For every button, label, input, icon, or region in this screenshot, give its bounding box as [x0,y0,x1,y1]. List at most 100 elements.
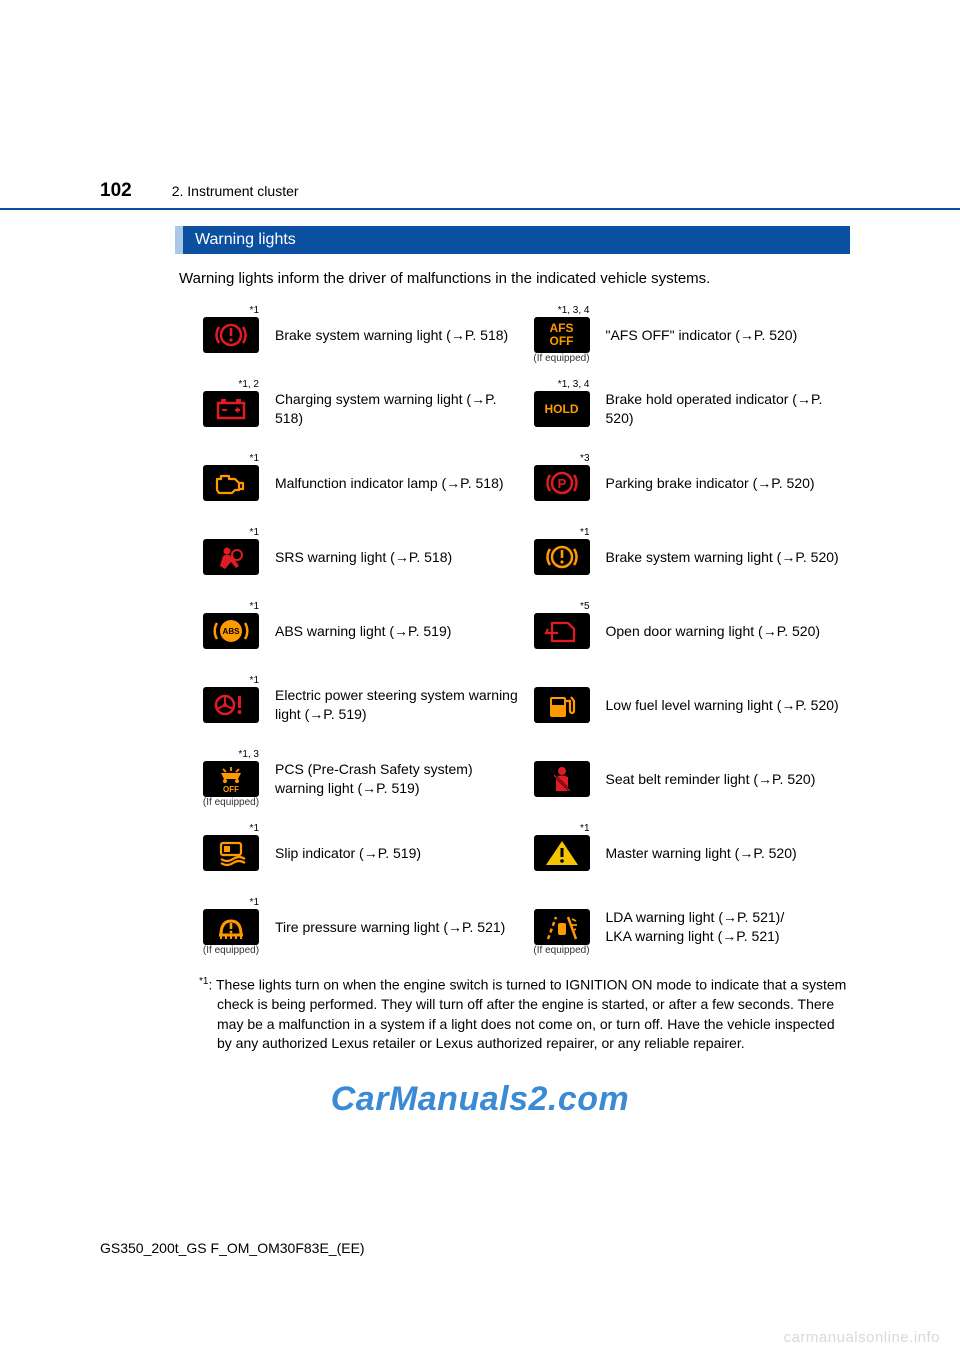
door-icon [534,613,590,649]
afs-off-icon: AFSOFF [534,317,590,353]
icon-subscript: (If equipped) [530,945,594,957]
icon-subscript [530,649,594,661]
warning-item: *1 SRS warning light (→P. 518) [199,527,520,587]
warning-item: *1, 3 OFF (If equipped) PCS (Pre-Crash S… [199,749,520,809]
svg-text:OFF: OFF [223,785,239,794]
warning-item: *1, 3, 4 HOLD Brake hold operated indica… [530,379,851,439]
warning-item: *1 Slip indicator (→P. 519) [199,823,520,883]
svg-text:ABS: ABS [223,627,241,636]
warning-item: *1 Electric power steering system warnin… [199,675,520,735]
content-area: Warning lights Warning lights inform the… [0,210,960,1054]
icon-superscript: *1, 3, 4 [530,305,594,317]
warning-lights-grid: *1 Brake system warning light (→P. 518) … [175,305,850,957]
icon-subscript [199,501,263,513]
warning-description: PCS (Pre-Crash Safety system) warning li… [275,760,520,798]
icon-superscript: *3 [530,453,594,465]
warning-item: (If equipped) LDA warning light (→P. 521… [530,897,851,957]
icon-superscript: *1, 2 [199,379,263,391]
icon-superscript: *1 [199,823,263,835]
warning-description: Open door warning light (→P. 520) [606,622,821,641]
icon-block: *1 [530,527,594,587]
warning-item: *1 Malfunction indicator lamp (→P. 518) [199,453,520,513]
footnote-text: : These lights turn on when the engine s… [208,977,846,1052]
warning-item: *3 P Parking brake indicator (→P. 520) [530,453,851,513]
warning-description: Brake system warning light (→P. 520) [606,548,839,567]
seatbelt-icon [534,761,590,797]
icon-block: *1 ABS [199,601,263,661]
icon-superscript [530,675,594,687]
icon-block: *3 P [530,453,594,513]
icon-superscript: *1 [199,675,263,687]
section-heading: Warning lights [175,226,850,254]
icon-block: *1, 3 OFF (If equipped) [199,749,263,809]
icon-subscript: (If equipped) [530,353,594,365]
warning-item: Seat belt reminder light (→P. 520) [530,749,851,809]
warning-description: Electric power steering system warning l… [275,686,520,724]
warning-item: *1, 3, 4 AFSOFF (If equipped) "AFS OFF" … [530,305,851,365]
icon-block: *5 [530,601,594,661]
warning-description: LDA warning light (→P. 521)/LKA warning … [606,908,785,946]
icon-subscript [530,427,594,439]
hold-icon: HOLD [534,391,590,427]
warning-description: "AFS OFF" indicator (→P. 520) [606,326,798,345]
icon-subscript: (If equipped) [199,945,263,957]
pcs-icon: OFF [203,761,259,797]
document-id: GS350_200t_GS F_OM_OM30F83E_(EE) [100,1240,365,1256]
warning-description: Tire pressure warning light (→P. 521) [275,918,505,937]
icon-block: *1 [199,305,263,365]
icon-block: *1, 2 [199,379,263,439]
icon-block [530,749,594,809]
brake-red-icon [203,317,259,353]
icon-superscript: *1 [199,601,263,613]
warning-item: *1 (If equipped) Tire pressure warning l… [199,897,520,957]
icon-block [530,675,594,735]
icon-superscript: *1 [199,453,263,465]
intro-text: Warning lights inform the driver of malf… [175,270,850,287]
warning-description: ABS warning light (→P. 519) [275,622,451,641]
icon-subscript [530,575,594,587]
warning-description: Parking brake indicator (→P. 520) [606,474,815,493]
warning-item: *1 ABS ABS warning light (→P. 519) [199,601,520,661]
footnote: *1: These lights turn on when the engine… [193,957,850,1054]
icon-subscript [199,723,263,735]
warning-description: Seat belt reminder light (→P. 520) [606,770,816,789]
icon-subscript [199,427,263,439]
icon-subscript [199,649,263,661]
icon-subscript [530,797,594,809]
chapter-title: 2. Instrument cluster [172,183,299,199]
icon-superscript [530,749,594,761]
watermark: CarManuals2.com [331,1080,630,1119]
abs-icon: ABS [203,613,259,649]
lda-icon [534,909,590,945]
warning-item: *1 Master warning light (→P. 520) [530,823,851,883]
icon-block: *1 [530,823,594,883]
icon-superscript: *5 [530,601,594,613]
tire-icon [203,909,259,945]
fuel-icon [534,687,590,723]
icon-block: *1 [199,453,263,513]
battery-icon [203,391,259,427]
page-number: 102 [100,180,132,202]
master-icon [534,835,590,871]
warning-item: *1 Brake system warning light (→P. 518) [199,305,520,365]
icon-superscript: *1 [530,823,594,835]
icon-subscript [530,871,594,883]
icon-superscript: *1, 3, 4 [530,379,594,391]
icon-block: *1 (If equipped) [199,897,263,957]
icon-subscript [199,575,263,587]
warning-description: Brake system warning light (→P. 518) [275,326,508,345]
icon-subscript [199,871,263,883]
warning-description: SRS warning light (→P. 518) [275,548,452,567]
slip-icon [203,835,259,871]
icon-subscript [199,353,263,365]
icon-superscript: *1 [530,527,594,539]
warning-item: Low fuel level warning light (→P. 520) [530,675,851,735]
srs-icon [203,539,259,575]
warning-item: *5 Open door warning light (→P. 520) [530,601,851,661]
icon-block: *1, 3, 4 AFSOFF (If equipped) [530,305,594,365]
icon-subscript [530,723,594,735]
icon-superscript [530,897,594,909]
eps-icon [203,687,259,723]
warning-description: Low fuel level warning light (→P. 520) [606,696,839,715]
icon-block: *1 [199,675,263,735]
